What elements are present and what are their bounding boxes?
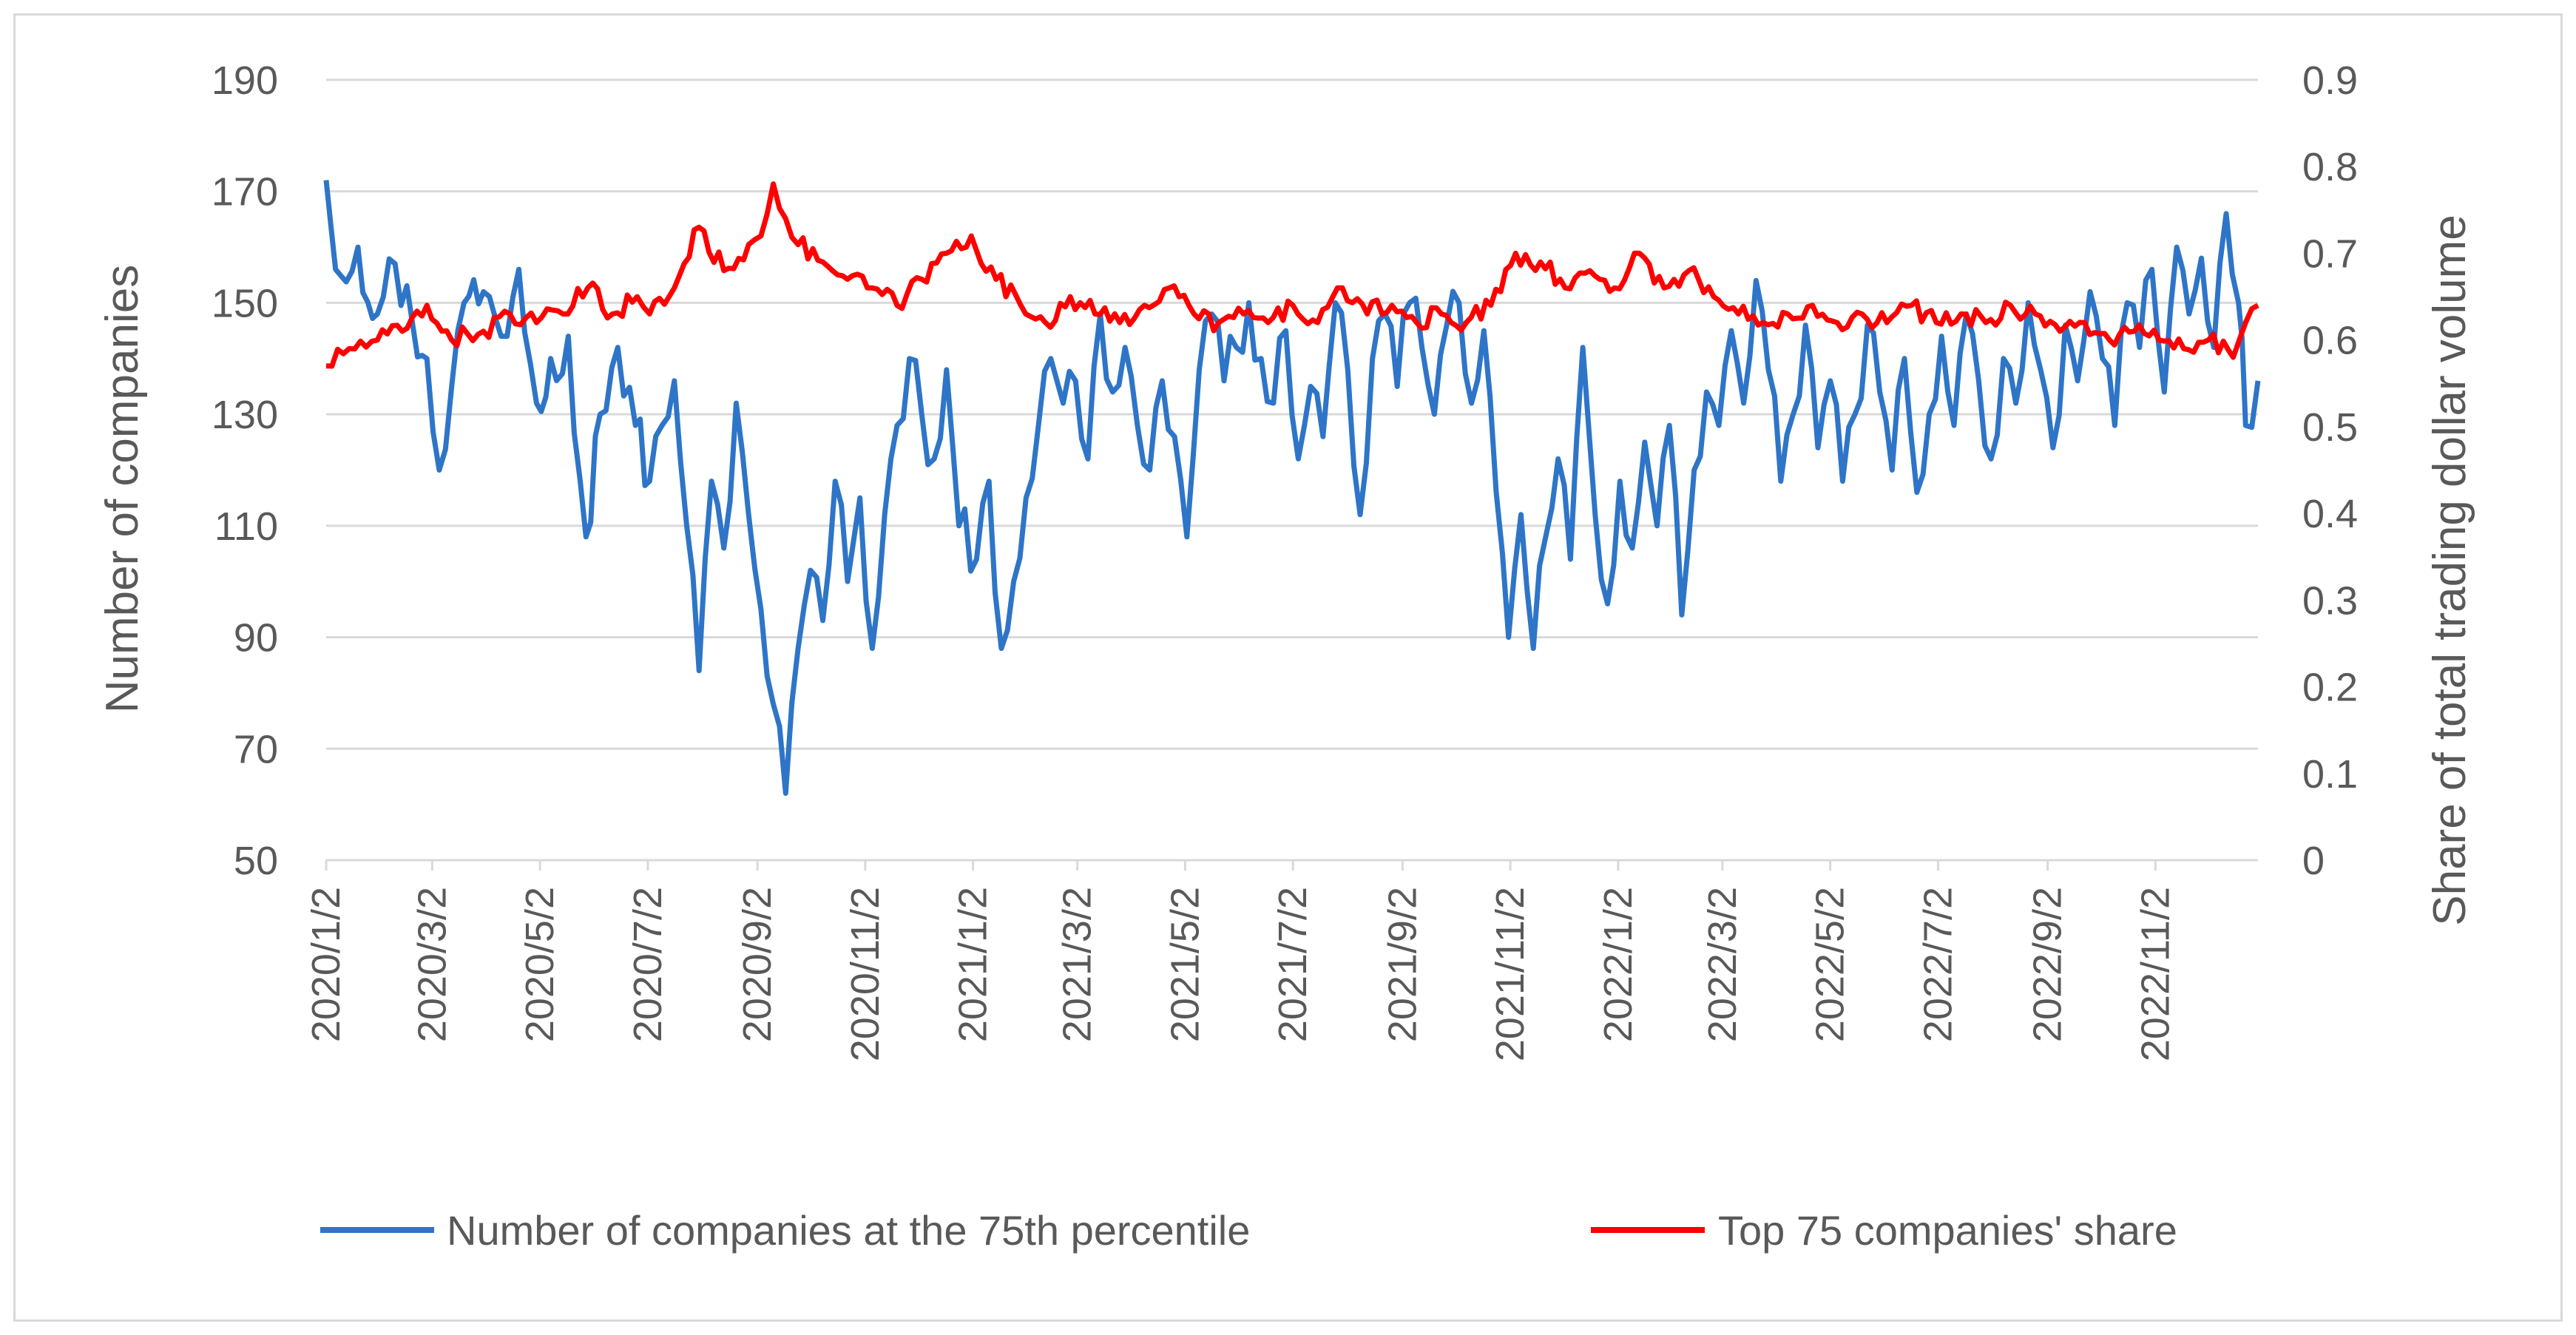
x-tick-label: 2021/5/2 [1163,887,1207,1042]
y-left-tick-label: 50 [234,839,278,883]
x-tick-label: 2020/5/2 [518,887,562,1042]
chart: 50 70 90 110 130 150 170 190 0 0.1 0.2 0.3 0.4 0.5 0.… [97,58,2475,1254]
x-tick-label: 2020/9/2 [735,887,780,1042]
y-axis-right-title: Share of total trading dollar volume [2424,214,2475,926]
y-left-tick-label: 170 [212,170,278,214]
x-tick-label: 2022/9/2 [2026,887,2070,1042]
x-tick-label: 2021/3/2 [1055,887,1100,1042]
chart-frame: 50 70 90 110 130 150 170 190 0 0.1 0.2 0.3 0.4 0.5 0.… [13,13,2563,1322]
y-right-tick-label: 0.4 [2302,492,2358,536]
x-tick-label: 2022/7/2 [1916,887,1960,1042]
x-tick-label: 2022/11/2 [2133,887,2177,1061]
y-axis-right: 0 0.1 0.2 0.3 0.4 0.5 0.6 0.7 0.8 0.9 [2302,58,2358,883]
y-left-tick-label: 70 [234,727,278,771]
legend-label-share: Top 75 companies' share [1718,1207,2177,1254]
x-tick-label: 2021/1/2 [951,887,995,1042]
legend-label-companies: Number of companies at the 75th percenti… [447,1207,1250,1254]
y-left-tick-label: 110 [214,504,278,549]
legend: Number of companies at the 75th percenti… [320,1207,2177,1254]
y-right-tick-label: 0.5 [2302,405,2358,450]
x-tick-label: 2020/7/2 [626,887,670,1042]
x-tick-label: 2020/3/2 [410,887,454,1042]
y-left-tick-label: 190 [212,58,278,103]
x-tick-label: 2022/5/2 [1808,887,1853,1042]
series-group [323,180,2261,797]
y-axis-left-title: Number of companies [97,265,148,714]
y-right-tick-label: 0.7 [2302,231,2358,276]
y-left-tick-label: 150 [212,281,278,325]
gridlines [326,78,2258,862]
y-left-tick-label: 90 [234,616,278,660]
y-right-tick-label: 0.3 [2302,578,2358,623]
x-tick-label: 2021/11/2 [1488,887,1532,1061]
y-right-tick-label: 0.9 [2302,58,2358,103]
series-line-share [325,181,2259,369]
x-axis: 2020/1/2 2020/3/2 2020/5/2 2020/7/2 2020/9/2… [304,859,2258,1061]
y-right-tick-label: 0.2 [2302,666,2358,710]
y-axis-left: 50 70 90 110 130 150 170 190 [212,58,278,883]
y-right-tick-label: 0.1 [2302,752,2358,797]
y-right-tick-label: 0.8 [2302,145,2358,189]
y-right-tick-label: 0.6 [2302,319,2358,363]
series-line-companies [323,180,2261,797]
x-tick-label: 2021/7/2 [1271,887,1315,1042]
y-right-tick-label: 0 [2302,839,2325,883]
x-tick-label: 2022/3/2 [1700,887,1745,1042]
x-tick-label: 2020/11/2 [843,887,888,1061]
x-tick-label: 2020/1/2 [304,887,348,1042]
y-left-tick-label: 130 [212,393,278,437]
x-tick-label: 2021/9/2 [1380,887,1424,1042]
x-tick-label: 2022/1/2 [1596,887,1640,1042]
